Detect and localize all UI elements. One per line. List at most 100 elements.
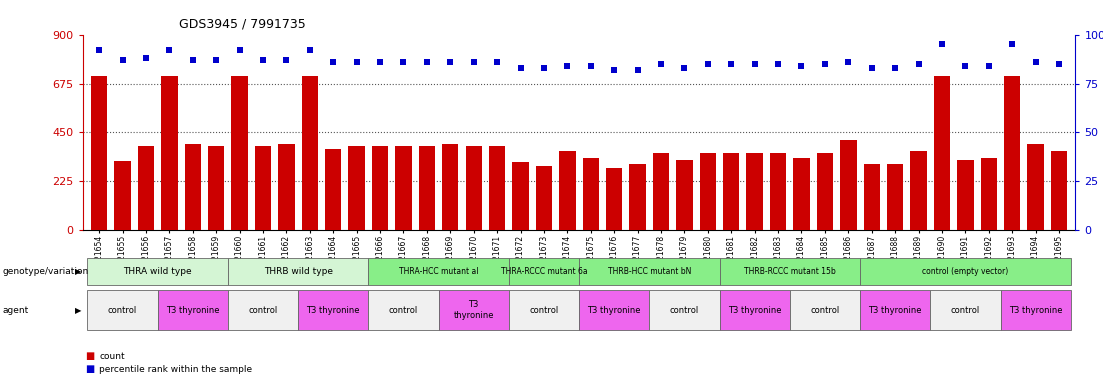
Bar xyxy=(840,140,857,230)
Bar xyxy=(887,164,903,230)
Bar xyxy=(465,146,482,230)
Point xyxy=(676,65,694,71)
Bar xyxy=(930,290,1000,330)
Point xyxy=(395,59,413,65)
Text: control: control xyxy=(389,306,418,314)
Point xyxy=(816,61,834,67)
Bar xyxy=(957,160,974,230)
Text: T3 thyronine: T3 thyronine xyxy=(167,306,219,314)
Bar xyxy=(699,153,716,230)
Bar xyxy=(1027,144,1043,230)
Bar xyxy=(395,146,411,230)
Point xyxy=(1050,61,1068,67)
Bar xyxy=(368,258,508,285)
Point xyxy=(114,57,131,63)
Point xyxy=(1004,41,1021,48)
Bar xyxy=(325,149,342,230)
Bar xyxy=(87,290,158,330)
Text: ▶: ▶ xyxy=(75,267,82,276)
Text: percentile rank within the sample: percentile rank within the sample xyxy=(99,365,253,374)
Text: THRA-RCCC mutant 6a: THRA-RCCC mutant 6a xyxy=(501,267,587,276)
Point xyxy=(769,61,786,67)
Point xyxy=(161,47,179,53)
Text: control: control xyxy=(108,306,137,314)
Point xyxy=(324,59,342,65)
Text: THRB-HCC mutant bN: THRB-HCC mutant bN xyxy=(608,267,690,276)
Text: control (empty vector): control (empty vector) xyxy=(922,267,1008,276)
Text: ▶: ▶ xyxy=(75,306,82,314)
Point xyxy=(793,63,811,69)
Bar xyxy=(90,76,107,230)
Point xyxy=(699,61,717,67)
Bar xyxy=(747,153,763,230)
Point xyxy=(1027,59,1045,65)
Point xyxy=(231,47,248,53)
Point xyxy=(137,55,154,61)
Point xyxy=(582,63,600,69)
Bar xyxy=(559,151,576,230)
Text: THRA-HCC mutant al: THRA-HCC mutant al xyxy=(399,267,479,276)
Text: count: count xyxy=(99,352,125,361)
Bar xyxy=(161,76,178,230)
Bar xyxy=(508,290,579,330)
Point xyxy=(489,59,506,65)
Point xyxy=(839,59,857,65)
Bar xyxy=(536,166,553,230)
Bar xyxy=(653,153,670,230)
Point xyxy=(207,57,225,63)
Bar xyxy=(115,161,131,230)
Point xyxy=(535,65,553,71)
Bar xyxy=(864,164,880,230)
Bar xyxy=(1000,290,1071,330)
Bar xyxy=(770,153,786,230)
Point xyxy=(278,57,296,63)
Text: control: control xyxy=(248,306,278,314)
Bar xyxy=(278,144,295,230)
Text: control: control xyxy=(811,306,839,314)
Point xyxy=(979,63,997,69)
Bar xyxy=(816,153,833,230)
Point xyxy=(887,65,904,71)
Bar xyxy=(860,258,1071,285)
Bar xyxy=(184,144,201,230)
Bar xyxy=(372,146,388,230)
Bar xyxy=(87,258,228,285)
Text: ■: ■ xyxy=(85,351,94,361)
Bar xyxy=(910,151,927,230)
Point xyxy=(347,59,365,65)
Text: T3 thyronine: T3 thyronine xyxy=(728,306,781,314)
Point xyxy=(863,65,880,71)
Bar xyxy=(439,290,508,330)
Bar xyxy=(349,146,365,230)
Bar xyxy=(228,258,368,285)
Bar xyxy=(419,146,435,230)
Point xyxy=(910,61,928,67)
Bar xyxy=(508,258,579,285)
Bar xyxy=(1004,76,1020,230)
Point xyxy=(441,59,459,65)
Bar xyxy=(650,290,719,330)
Bar xyxy=(579,290,650,330)
Point xyxy=(184,57,202,63)
Text: T3
thyronine: T3 thyronine xyxy=(453,300,494,320)
Text: T3 thyronine: T3 thyronine xyxy=(307,306,360,314)
Bar xyxy=(582,157,599,230)
Bar xyxy=(255,146,271,230)
Text: control: control xyxy=(529,306,558,314)
Bar xyxy=(158,290,228,330)
Bar xyxy=(138,146,154,230)
Point xyxy=(254,57,271,63)
Text: T3 thyronine: T3 thyronine xyxy=(1009,306,1062,314)
Bar xyxy=(298,290,368,330)
Text: T3 thyronine: T3 thyronine xyxy=(588,306,641,314)
Bar xyxy=(232,76,248,230)
Bar xyxy=(934,76,950,230)
Text: T3 thyronine: T3 thyronine xyxy=(868,306,922,314)
Text: THRB-RCCC mutant 15b: THRB-RCCC mutant 15b xyxy=(743,267,836,276)
Bar xyxy=(1051,151,1068,230)
Text: GDS3945 / 7991735: GDS3945 / 7991735 xyxy=(180,17,306,30)
Bar xyxy=(442,144,459,230)
Point xyxy=(90,47,108,53)
Text: THRA wild type: THRA wild type xyxy=(124,267,192,276)
Point xyxy=(933,41,951,48)
